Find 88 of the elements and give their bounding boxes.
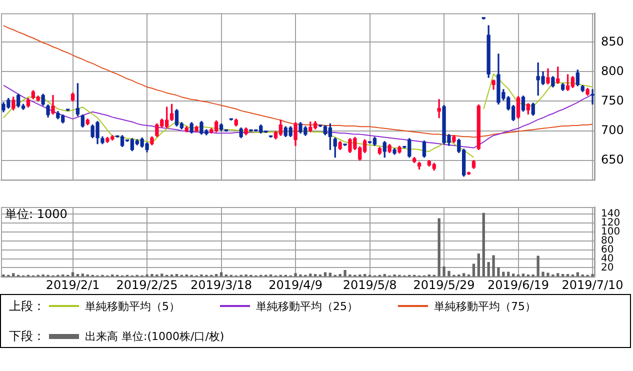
y-tick-label: 60 <box>601 244 614 256</box>
bar <box>442 266 446 277</box>
bar <box>150 274 154 277</box>
x-tick-label: 2019/3/18 <box>190 278 252 292</box>
legend-label: 出来高 単位:(1000株/口/枚) <box>85 328 224 344</box>
bar <box>542 272 544 277</box>
bar <box>76 274 80 277</box>
x-tick-label: 2019/2/25 <box>116 278 178 292</box>
bar <box>244 274 248 277</box>
bar <box>86 274 89 277</box>
y-tick-label: 650 <box>601 152 624 166</box>
x-tick-label: 2019/5/29 <box>413 278 475 292</box>
bar <box>111 274 114 277</box>
bar <box>62 274 64 277</box>
y-tick-label: 750 <box>601 93 624 108</box>
bar <box>2 274 5 277</box>
bar <box>294 273 297 277</box>
y-tick-label: 40 <box>601 253 614 264</box>
bar <box>338 274 342 277</box>
bar <box>318 274 322 277</box>
bar <box>344 270 346 277</box>
x-tick-label: 2019/6/19 <box>488 278 550 292</box>
y-tick-label: 800 <box>601 64 624 78</box>
bar <box>299 274 302 277</box>
bar <box>566 274 570 277</box>
bar <box>81 274 84 277</box>
bar <box>156 274 158 277</box>
bar <box>497 267 500 277</box>
bar <box>42 274 44 277</box>
bar <box>546 272 550 277</box>
x-tick-label: 2019/7/10 <box>562 278 624 292</box>
bar <box>536 256 540 277</box>
bar <box>160 274 164 277</box>
bar <box>314 274 317 277</box>
bar <box>170 274 174 277</box>
bar <box>12 273 15 277</box>
x-tick-label: 2019/5/8 <box>342 278 397 292</box>
y-tick-label: 700 <box>601 122 624 137</box>
bar <box>448 270 450 277</box>
bar <box>458 274 460 277</box>
legend-title: 上段： <box>9 298 46 314</box>
annotation: 単位: 1000 <box>5 207 68 222</box>
y-tick-label: 80 <box>601 236 614 246</box>
bar <box>214 274 218 277</box>
bar <box>358 274 362 277</box>
bar <box>328 272 332 277</box>
bar <box>462 273 466 277</box>
bar <box>522 274 525 277</box>
bar <box>516 274 520 277</box>
legend-title: 下段： <box>9 328 46 344</box>
bar <box>348 274 352 277</box>
bar <box>571 274 574 277</box>
bar <box>532 274 534 277</box>
bar <box>309 274 312 277</box>
x-tick-label: 2019/4/9 <box>268 278 322 292</box>
bar <box>487 262 490 277</box>
bar <box>512 274 515 277</box>
candlestick <box>590 89 594 105</box>
bar <box>472 264 476 277</box>
x-tick-label: 2019/2/1 <box>46 278 100 292</box>
bar <box>581 274 584 277</box>
candlestick <box>437 99 441 118</box>
bar <box>477 254 480 277</box>
bar <box>552 274 554 277</box>
bar <box>383 274 386 277</box>
bar <box>393 274 396 277</box>
bar <box>269 274 272 277</box>
bar <box>482 212 485 277</box>
bar <box>438 218 440 277</box>
bar <box>428 274 431 277</box>
bar <box>526 274 530 277</box>
legend-label: 単純移動平均（5） <box>85 298 180 314</box>
bar <box>146 274 148 277</box>
bar <box>556 273 560 277</box>
bar <box>467 274 470 277</box>
legend-label: 単純移動平均（75） <box>434 298 536 314</box>
legend-label: 単純移動平均（25） <box>256 298 358 314</box>
bar <box>224 274 228 277</box>
y-tick-label: 850 <box>601 34 624 48</box>
bar <box>502 272 505 277</box>
bar <box>363 274 366 277</box>
y-tick-label: 20 <box>601 262 614 274</box>
bar <box>175 274 178 277</box>
bar <box>591 274 594 277</box>
bar <box>492 255 495 277</box>
bar <box>185 274 188 277</box>
bar <box>200 274 203 277</box>
bar <box>561 274 564 277</box>
